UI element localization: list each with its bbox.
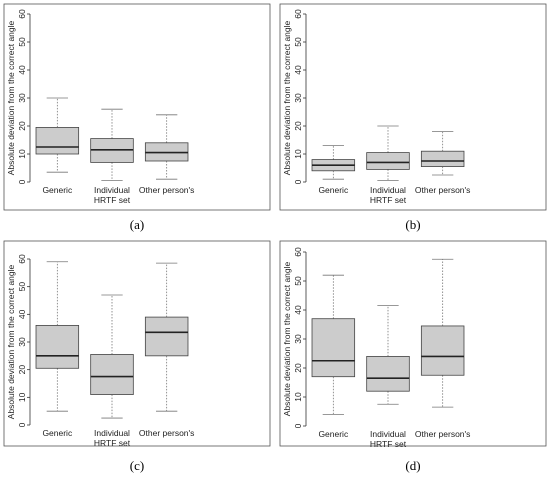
y-tick-label: 50 <box>17 282 27 292</box>
y-axis-title: Absolute deviation from the correct angl… <box>6 20 16 175</box>
y-tick-label: 60 <box>17 9 27 19</box>
box-iqr <box>366 355 410 392</box>
y-tick-label: 60 <box>293 247 303 257</box>
y-tick-label: 60 <box>17 254 27 264</box>
y-tick-label: 50 <box>293 37 303 47</box>
y-tick-label: 30 <box>17 93 27 103</box>
x-category-label: Individual HRTF set <box>370 185 407 205</box>
y-tick-label: 10 <box>17 149 27 159</box>
panel-caption: (b) <box>405 217 420 232</box>
y-tick-label: 0 <box>17 422 27 427</box>
box-iqr <box>35 127 80 155</box>
x-category-label: Generic <box>42 185 73 195</box>
y-tick-label: 20 <box>17 365 27 375</box>
y-tick-label: 0 <box>293 179 303 184</box>
x-category-label: Generic <box>42 428 73 438</box>
y-tick-label: 0 <box>17 179 27 184</box>
y-tick-label: 40 <box>293 305 303 315</box>
x-category-label: Other person's <box>415 429 470 439</box>
x-category-label: Individual HRTF set <box>94 428 131 448</box>
x-category-label: Individual HRTF set <box>370 429 407 449</box>
box-iqr <box>420 325 465 376</box>
y-tick-label: 20 <box>293 121 303 131</box>
box-3 <box>420 131 465 176</box>
y-tick-label: 40 <box>293 65 303 75</box>
box-iqr <box>90 354 134 395</box>
box-iqr <box>35 324 80 369</box>
x-category-label: Individual HRTF set <box>94 185 131 205</box>
y-tick-label: 50 <box>293 276 303 286</box>
y-tick-label: 30 <box>17 337 27 347</box>
y-tick-label: 30 <box>293 334 303 344</box>
box-1 <box>311 145 356 180</box>
panel-frame <box>3 3 271 211</box>
box-2 <box>366 125 410 182</box>
y-tick-label: 40 <box>17 309 27 319</box>
y-tick-label: 40 <box>17 65 27 75</box>
y-tick-label: 10 <box>17 392 27 402</box>
box-iqr <box>144 316 189 357</box>
panel-caption: (c) <box>130 458 144 473</box>
y-tick-label: 20 <box>293 363 303 373</box>
y-axis-title: Absolute deviation from the correct angl… <box>6 264 16 419</box>
y-tick-label: 10 <box>293 149 303 159</box>
panel-frame <box>279 3 547 211</box>
panel-caption: (a) <box>130 217 144 232</box>
y-tick-label: 30 <box>293 93 303 103</box>
y-axis-title: Absolute deviation from the correct angl… <box>282 20 292 175</box>
box-3 <box>144 262 189 412</box>
y-tick-label: 60 <box>293 9 303 19</box>
y-tick-label: 10 <box>293 392 303 402</box>
x-category-label: Other person's <box>139 428 194 438</box>
y-tick-label: 50 <box>17 37 27 47</box>
box-1 <box>311 274 356 415</box>
x-category-label: Other person's <box>415 185 470 195</box>
y-tick-label: 0 <box>293 423 303 428</box>
x-category-label: Generic <box>318 429 349 439</box>
box-2 <box>90 108 134 182</box>
box-2 <box>366 305 410 405</box>
box-iqr <box>311 318 356 378</box>
panel-caption: (d) <box>405 458 420 473</box>
box-3 <box>420 258 465 408</box>
x-category-label: Other person's <box>139 185 194 195</box>
box-3 <box>144 114 189 180</box>
y-axis-title: Absolute deviation from the correct angl… <box>282 261 292 416</box>
box-1 <box>35 97 80 173</box>
box-iqr <box>366 152 410 170</box>
x-category-label: Generic <box>318 185 349 195</box>
box-2 <box>90 294 134 419</box>
box-iqr <box>420 150 465 167</box>
y-tick-label: 20 <box>17 121 27 131</box>
box-1 <box>35 261 80 412</box>
